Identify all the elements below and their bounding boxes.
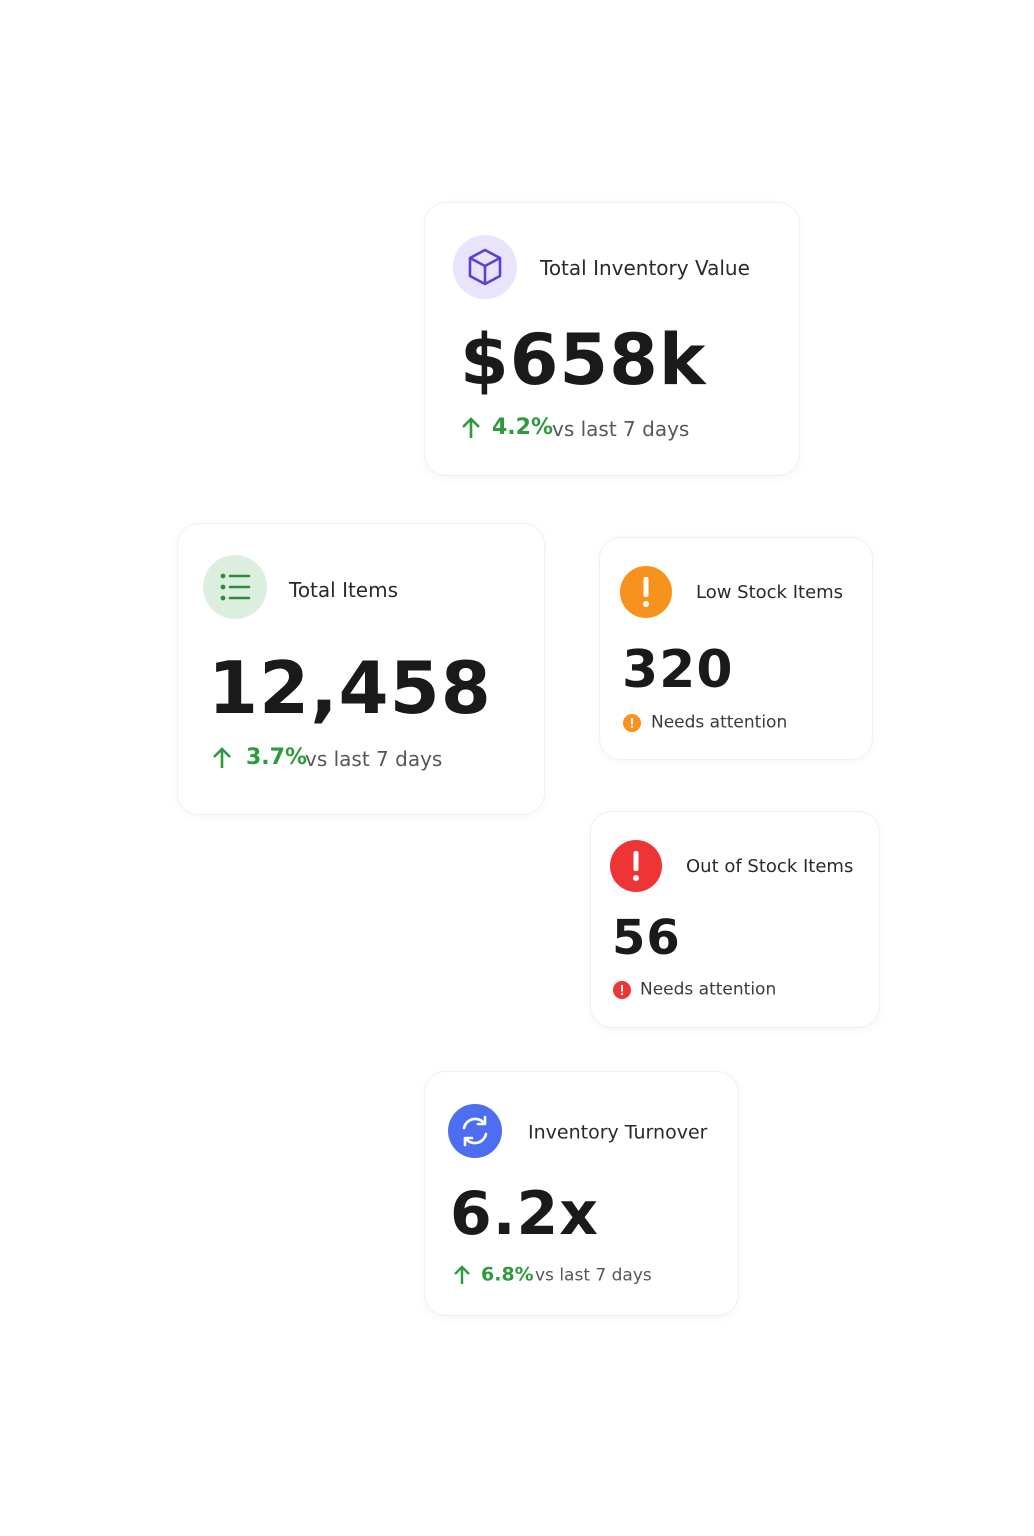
change-suffix: vs last 7 days	[552, 417, 690, 441]
card-value: 56	[612, 910, 681, 966]
list-icon	[203, 555, 267, 619]
note-icon	[613, 981, 631, 999]
note-icon	[623, 714, 641, 732]
card-title: Total Inventory Value	[540, 256, 750, 280]
error-icon	[610, 840, 662, 892]
card-value: 12,458	[208, 646, 492, 730]
change: 3.7%	[246, 745, 308, 770]
change-suffix: vs last 7 days	[305, 747, 443, 771]
change-suffix: vs last 7 days	[535, 1265, 652, 1286]
card-value: $658k	[460, 319, 707, 401]
note: Needs attention	[651, 712, 788, 733]
up-arrow	[462, 417, 480, 438]
card-title: Total Items	[289, 578, 399, 602]
change: 4.2%	[492, 415, 554, 440]
up-arrow	[454, 1265, 470, 1284]
card-value: 320	[622, 640, 734, 700]
cube-icon	[453, 235, 517, 299]
up-arrow	[213, 747, 231, 768]
refresh-icon	[448, 1104, 502, 1158]
card-title: Low Stock Items	[696, 582, 844, 603]
change: 6.8%	[481, 1263, 534, 1286]
warning-icon	[620, 566, 672, 618]
note: Needs attention	[640, 979, 777, 1000]
card-value: 6.2x	[450, 1179, 599, 1249]
card-title: Out of Stock Items	[686, 856, 854, 877]
card-title: Inventory Turnover	[528, 1121, 708, 1144]
